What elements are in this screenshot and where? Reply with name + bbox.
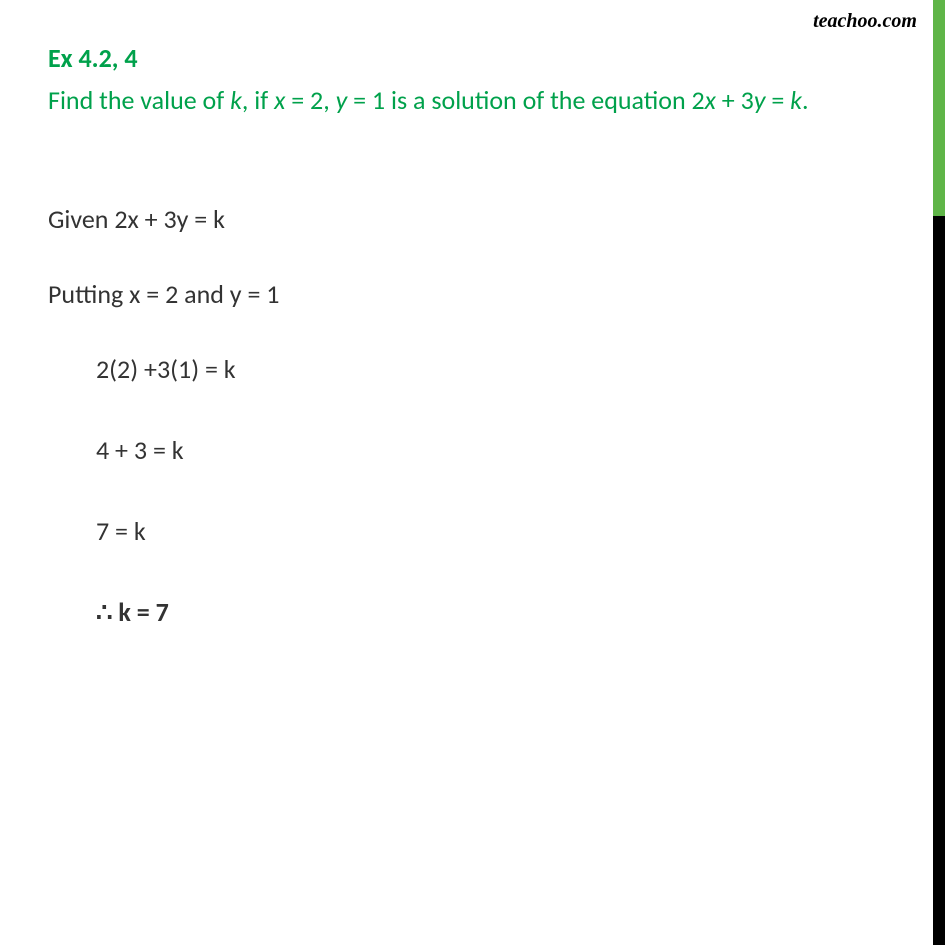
question-k: k	[230, 84, 242, 116]
therefore-symbol: ∴	[96, 598, 113, 627]
solution-line-6: ∴ k = 7	[48, 593, 885, 632]
question-part1: Find the value of	[48, 84, 230, 116]
solution-line-5: 7 = k	[48, 512, 885, 551]
solution-line-4: 4 + 3 = k	[48, 431, 885, 470]
right-border-green	[933, 0, 945, 216]
right-border-black	[933, 216, 945, 945]
solution-line-1: Given 2x + 3y = k	[48, 200, 885, 239]
question-part5: + 3	[716, 84, 754, 116]
solution-line-3: 2(2) +3(1) = k	[48, 350, 885, 389]
question-y2: y	[754, 84, 766, 116]
watermark: teachoo.com	[813, 10, 917, 33]
solution-line-2: Putting x = 2 and y = 1	[48, 275, 885, 314]
exercise-heading: Ex 4.2, 4	[48, 42, 885, 74]
question-x2: x	[705, 84, 716, 116]
solution-answer: k = 7	[113, 596, 169, 628]
question-k2: k	[790, 84, 802, 116]
question-part2: , if	[242, 84, 274, 116]
question-part4: = 1 is a solution of the equation 2	[347, 84, 704, 116]
question-part6: =	[765, 84, 790, 116]
question-part7: .	[802, 84, 809, 116]
question-y: y	[336, 84, 348, 116]
question-part3: = 2,	[285, 84, 335, 116]
page-content: Ex 4.2, 4 Find the value of k, if x = 2,…	[0, 0, 945, 672]
solution-block: Given 2x + 3y = k Putting x = 2 and y = …	[48, 200, 885, 632]
question-text: Find the value of k, if x = 2, y = 1 is …	[48, 80, 878, 120]
question-x: x	[274, 84, 285, 116]
